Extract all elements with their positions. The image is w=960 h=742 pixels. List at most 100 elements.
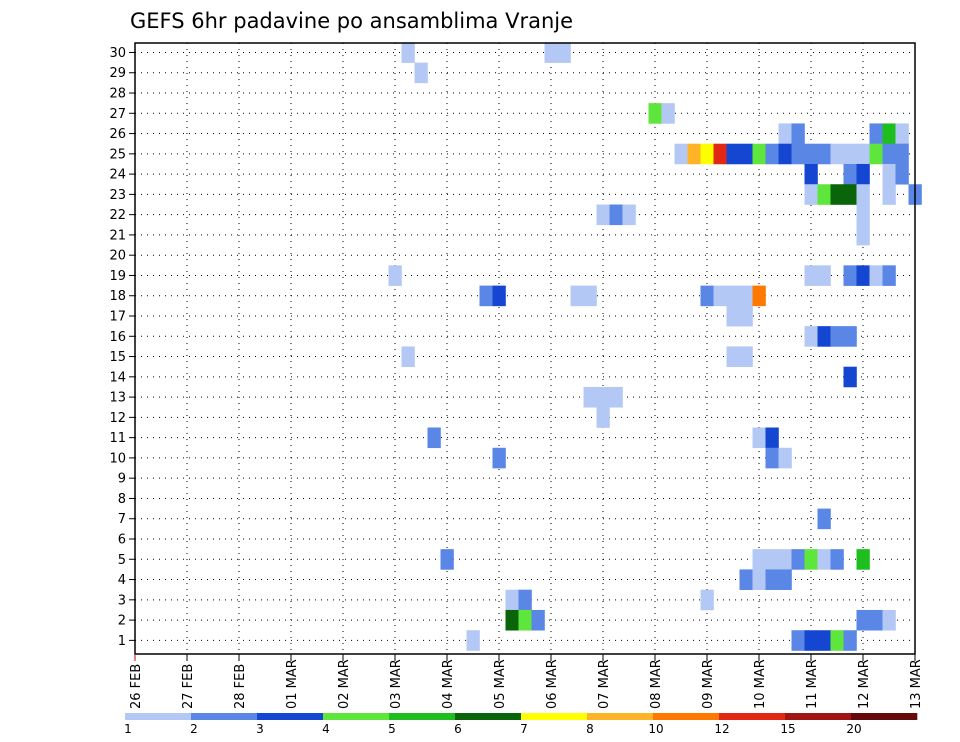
precip-cell bbox=[856, 143, 870, 165]
precip-cell bbox=[791, 549, 805, 570]
precip-cell bbox=[609, 204, 623, 226]
precip-cell bbox=[726, 305, 740, 327]
y-tick-label: 8 bbox=[118, 492, 126, 507]
precip-cell bbox=[778, 549, 792, 570]
precip-cell bbox=[739, 143, 753, 165]
precip-cell bbox=[713, 143, 727, 165]
precip-cell bbox=[804, 326, 818, 347]
x-tick-label: 01 MAR bbox=[285, 659, 300, 709]
precip-cell bbox=[778, 143, 792, 165]
precip-cell bbox=[765, 569, 779, 590]
grid-lines bbox=[135, 43, 915, 654]
colorbar-swatch bbox=[653, 713, 720, 720]
colorbar-swatch bbox=[851, 713, 918, 720]
precip-cell bbox=[726, 346, 740, 367]
precip-cell bbox=[830, 184, 844, 205]
precip-cell bbox=[804, 265, 818, 286]
colorbar-swatch bbox=[785, 713, 852, 720]
x-tick-label: 03 MAR bbox=[389, 659, 404, 709]
y-tick-label: 17 bbox=[109, 310, 126, 325]
y-tick-label: 2 bbox=[118, 614, 126, 629]
precip-cell bbox=[882, 143, 896, 165]
precip-cell bbox=[739, 305, 753, 327]
y-tick-label: 24 bbox=[109, 168, 126, 183]
precip-cell bbox=[674, 143, 688, 165]
precip-cell bbox=[804, 143, 818, 165]
precip-cell bbox=[843, 326, 857, 347]
precip-cell bbox=[869, 143, 883, 165]
x-tick-label: 02 MAR bbox=[337, 659, 352, 709]
precip-cell bbox=[804, 163, 818, 185]
y-tick-label: 29 bbox=[109, 66, 126, 81]
colorbar-swatch bbox=[257, 713, 324, 720]
precip-cell bbox=[817, 265, 831, 286]
precip-cell bbox=[648, 103, 662, 124]
y-tick-label: 10 bbox=[109, 451, 126, 466]
precip-cell bbox=[752, 549, 766, 570]
precip-cell bbox=[843, 143, 857, 165]
y-tick-label: 7 bbox=[118, 512, 126, 527]
y-tick-label: 23 bbox=[109, 188, 126, 203]
precip-cell bbox=[817, 549, 831, 570]
colorbar-label: 7 bbox=[520, 722, 528, 736]
precip-cell bbox=[583, 386, 597, 408]
precip-cell bbox=[817, 184, 831, 205]
precip-cell bbox=[557, 42, 571, 63]
x-tick-label: 27 FEB bbox=[181, 664, 196, 709]
y-tick-label: 3 bbox=[118, 593, 126, 608]
heatmap-cells bbox=[388, 42, 922, 651]
precip-cell bbox=[765, 143, 779, 165]
colorbar-label: 6 bbox=[454, 722, 462, 736]
precip-cell bbox=[856, 609, 870, 631]
colorbar-label: 12 bbox=[714, 722, 729, 736]
precip-cell bbox=[882, 123, 896, 144]
precip-cell bbox=[440, 549, 454, 570]
y-tick-label: 30 bbox=[109, 46, 126, 61]
precip-cell bbox=[791, 143, 805, 165]
precip-cell bbox=[817, 326, 831, 347]
precip-cell bbox=[843, 265, 857, 286]
precip-cell bbox=[544, 42, 558, 63]
precip-cell bbox=[882, 184, 896, 205]
y-tick-label: 16 bbox=[109, 330, 126, 345]
y-tick-label: 5 bbox=[118, 553, 126, 568]
precip-cell bbox=[596, 407, 610, 428]
precip-cell bbox=[570, 285, 584, 307]
precip-cell bbox=[401, 42, 415, 63]
precip-cell bbox=[856, 163, 870, 185]
colorbar-label: 3 bbox=[256, 722, 264, 736]
precip-cell bbox=[843, 630, 857, 651]
colorbar-label: 5 bbox=[388, 722, 396, 736]
colorbar-label: 10 bbox=[648, 722, 663, 736]
precip-cell bbox=[817, 630, 831, 651]
precip-cell bbox=[830, 549, 844, 570]
precip-cell bbox=[596, 386, 610, 408]
precip-cell bbox=[752, 143, 766, 165]
x-tick-label: 10 MAR bbox=[753, 659, 768, 709]
precip-cell bbox=[856, 224, 870, 246]
precip-cell bbox=[856, 265, 870, 286]
precip-cell bbox=[752, 285, 766, 307]
colorbar-swatch bbox=[125, 713, 192, 720]
precip-cell bbox=[856, 549, 870, 570]
y-tick-label: 21 bbox=[109, 228, 126, 243]
y-tick-label: 19 bbox=[109, 269, 126, 284]
colorbar-label: 2 bbox=[190, 722, 198, 736]
plot-frame bbox=[134, 42, 916, 655]
precip-cell bbox=[518, 609, 532, 631]
precip-cell bbox=[713, 285, 727, 307]
x-tick-label: 12 MAR bbox=[857, 659, 872, 709]
precip-cell bbox=[778, 123, 792, 144]
y-tick-label: 20 bbox=[109, 249, 126, 264]
precip-cell bbox=[882, 163, 896, 185]
precip-cell bbox=[661, 103, 675, 124]
precip-cell bbox=[492, 285, 506, 307]
x-tick-label: 06 MAR bbox=[545, 659, 560, 709]
precip-cell bbox=[778, 569, 792, 590]
x-tick-label: 28 FEB bbox=[233, 664, 248, 709]
colorbar-swatch bbox=[587, 713, 654, 720]
precip-cell bbox=[700, 589, 714, 611]
precip-cell bbox=[765, 447, 779, 469]
precip-cell bbox=[596, 204, 610, 226]
